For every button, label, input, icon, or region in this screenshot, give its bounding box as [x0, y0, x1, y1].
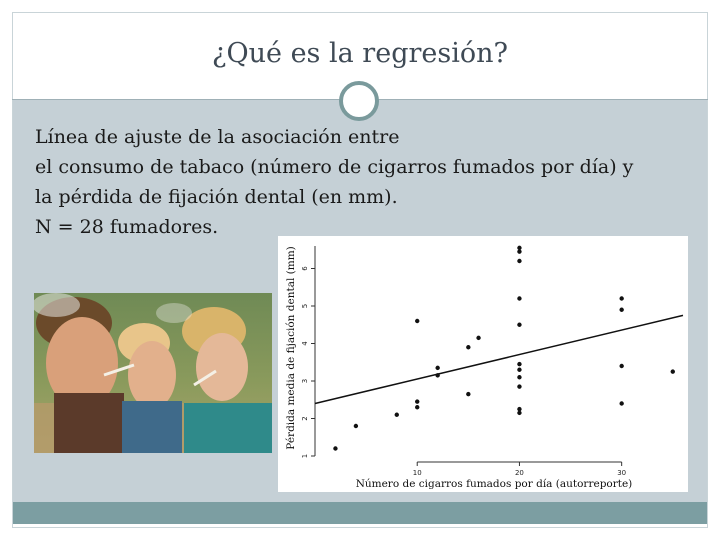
data-point-19: [517, 258, 522, 264]
body-line-1: Línea de ajuste de la asociación entre: [35, 126, 400, 148]
y-tick-label-1: 2: [301, 416, 309, 420]
data-point-24: [619, 307, 624, 312]
x-tick-label-2: 30: [617, 469, 626, 477]
data-point-22: [619, 401, 624, 406]
y-tick-label-2: 3: [301, 379, 309, 383]
body-line-3: la pérdida de fijación dental (en mm).: [35, 186, 398, 208]
data-point-18: [517, 296, 522, 301]
data-point-8: [466, 391, 471, 397]
y-tick-label-5: 6: [301, 266, 309, 271]
slide-body-text: Línea de ajuste de la asociación entre e…: [35, 122, 633, 242]
data-point-16: [517, 361, 522, 367]
data-point-1: [353, 423, 359, 429]
data-point-17: [517, 322, 522, 327]
data-point-4: [415, 399, 420, 404]
data-point-9: [466, 345, 471, 350]
body-line-2: el consumo de tabaco (número de cigarros…: [35, 156, 634, 178]
data-point-10: [476, 335, 481, 341]
data-point-6: [435, 373, 440, 378]
data-point-14: [517, 375, 522, 380]
data-point-3: [415, 405, 420, 410]
scatter-chart: Pérdida media de fijación dental (mm) Nú…: [278, 236, 688, 492]
data-point-25: [619, 296, 624, 301]
data-point-26: [670, 369, 675, 374]
fit-line: [314, 314, 684, 405]
data-point-21: [517, 245, 522, 251]
y-tick-label-3: 4: [301, 341, 309, 346]
smokers-photo: [34, 293, 272, 453]
y-axis-label: Pérdida media de fijación dental (mm): [285, 246, 297, 450]
body-line-4: N = 28 fumadores.: [35, 216, 219, 238]
data-point-2: [394, 412, 399, 417]
y-tick-label-4: 5: [301, 304, 309, 308]
x-tick-label-1: 20: [515, 469, 524, 477]
y-tick-label-0: 1: [301, 454, 309, 458]
x-axis-label: Número de cigarros fumados por día (auto…: [356, 478, 633, 490]
x-tick-label-0: 10: [413, 469, 422, 477]
data-point-23: [619, 363, 624, 369]
footer-bar: [13, 502, 707, 524]
data-point-5: [415, 318, 420, 324]
decorative-circle-icon: [339, 81, 379, 121]
data-point-7: [435, 365, 440, 371]
data-point-11: [517, 410, 522, 416]
data-point-15: [517, 367, 522, 372]
slide-title: ¿Qué es la regresión?: [212, 38, 508, 69]
data-point-20: [517, 249, 522, 254]
data-point-0: [333, 446, 338, 451]
data-point-12: [517, 406, 522, 412]
data-point-13: [517, 384, 522, 389]
